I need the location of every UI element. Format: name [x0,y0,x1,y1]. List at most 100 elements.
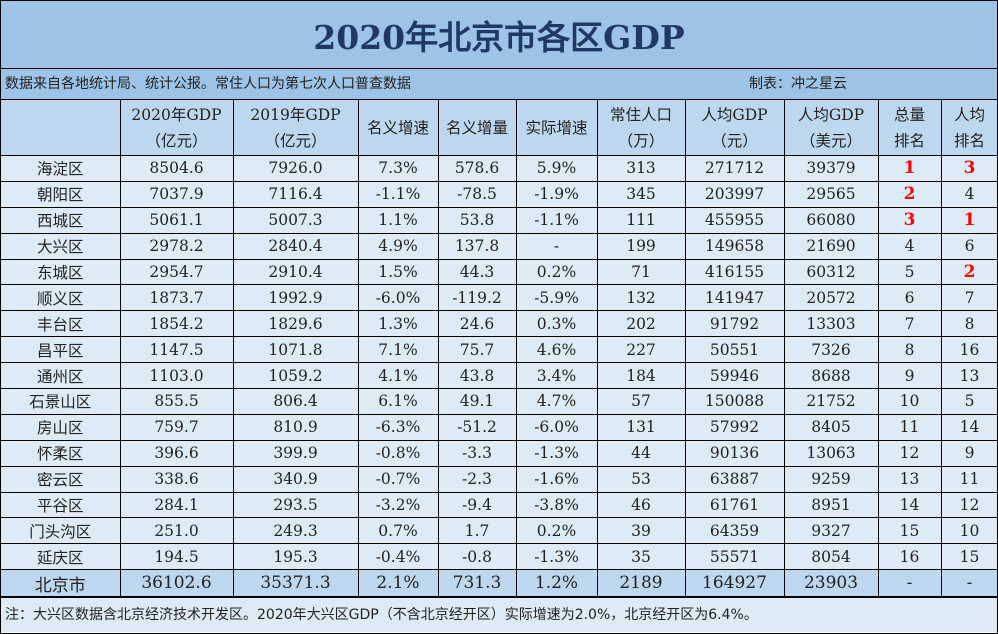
table-cell: 2910.4 [232,258,359,286]
table-cell: 137.8 [437,232,517,260]
table-row: 大兴区 2978.2 2840.4 4.9% 137.8-199 149658 21690 4… [1,232,997,260]
table-cell: 855.5 [119,388,234,415]
district-name: 顺义区 [1,284,121,312]
table-cell: 7326 [783,336,879,364]
column-header: 常住人口 （万） [596,100,686,156]
table-cell: 6 [940,232,997,260]
table-cell: -5.9% [515,284,598,312]
table-cell: 15 [877,517,942,545]
table-cell: 8688 [783,362,879,390]
table-cell: 345 [596,180,686,208]
table-cell: -0.8% [357,439,439,467]
table-cell: 199 [596,232,686,260]
table-cell: 6 [877,284,942,312]
table-cell: 8951 [783,491,879,519]
table-cell: -1.3% [515,439,598,467]
source-note: 数据来自各地统计局、统计公报。常住人口为第七次人口普查数据 [5,76,411,92]
district-name: 海淀区 [1,155,121,182]
table-cell: 8054 [783,543,879,571]
table-cell: 75.7 [437,336,517,364]
table-cell: 14 [877,491,942,519]
header-text: （亿元） [264,131,327,150]
table-cell: 806.4 [232,388,359,415]
table-cell: 8 [877,336,942,364]
table-cell: 399.9 [232,439,359,467]
header-text: 实际增速 [525,118,588,137]
table-cell: 1873.7 [119,284,234,312]
table-cell: 338.6 [119,465,234,493]
table-cell: -6.0% [515,413,598,441]
table-cell: 4.9% [357,232,439,260]
table-cell: 61761 [684,491,785,519]
district-name: 西城区 [1,206,121,234]
table-cell: 7926.0 [232,155,359,182]
district-name: 大兴区 [1,232,121,260]
table-cell: 0.7% [357,517,439,545]
table-cell: 13 [940,362,997,390]
table-cell: 9259 [783,465,879,493]
table-row: 顺义区 1873.7 1992.9 -6.0% -119.2 -5.9% 132 141947… [1,284,997,312]
table-cell: 15 [940,543,997,571]
table-cell: 1147.5 [119,336,234,364]
table-cell: 23903 [783,569,879,598]
header-text: （元） [711,131,758,150]
table-cell: 49.1 [437,388,517,415]
table-cell: 150088 [684,388,785,415]
table-cell: 20572 [783,284,879,312]
table-row: 怀柔区 396.6 399.9 -0.8% -3.3 -1.3% 44 90136 13063 1… [1,439,997,467]
table-cell: 194.5 [119,543,234,571]
table-cell: 53 [596,465,686,493]
table-cell: 11 [877,413,942,441]
table-cell: 1.5% [357,258,439,286]
table-cell: 14 [940,413,997,441]
table-cell: -6.3% [357,413,439,441]
table-cell: 340.9 [232,465,359,493]
table-cell: 396.6 [119,439,234,467]
table-cell: 2189 [596,569,686,598]
header-text: 名义增速 [366,118,429,137]
table-cell: 50551 [684,336,785,364]
table-cell: 64359 [684,517,785,545]
table-cell: 1.2% [515,569,598,598]
district-name: 通州区 [1,362,121,390]
table-cell: -3.2% [357,491,439,519]
district-name: 房山区 [1,413,121,441]
table-cell: 60312 [783,258,879,286]
table-cell: 4.6% [515,336,598,364]
table-cell: 39379 [783,155,879,182]
table-cell: 0.2% [515,258,598,286]
table-cell: 271712 [684,155,785,182]
header-text: 名义增量 [445,118,508,137]
table-cell: 71 [596,258,686,286]
header-text: 排名 [953,131,985,150]
table-cell: 111 [596,206,686,234]
table-cell: 57992 [684,413,785,441]
column-header: 名义增量 [437,100,517,156]
table-cell: 57 [596,388,686,415]
table-cell: 16 [940,336,997,364]
table-cell: 1103.0 [119,362,234,390]
table-cell: -0.4% [357,543,439,571]
table-cell: 5 [877,258,942,286]
header-text: （万） [617,131,665,150]
table-row: 东城区 2954.7 2910.4 1.5% 44.3 0.2% 71 416155 60312… [1,258,997,286]
table-row: 平谷区 284.1 293.5 -3.2% -9.4 -3.8% 46 61761 8951 14… [1,491,997,519]
table-cell: 35371.3 [232,569,359,598]
table-cell: 4.1% [357,362,439,390]
table-cell: 141947 [684,284,785,312]
column-header: 2020年GDP （亿元） [119,100,234,156]
table-cell: 227 [596,336,686,364]
table-cell: 90136 [684,439,785,467]
table-cell: 9 [940,439,997,467]
table-cell: 21690 [783,232,879,260]
table-cell: 164927 [684,569,785,598]
table-cell: 13 [877,465,942,493]
table-cell: -1.1% [515,206,598,234]
table-cell: 4 [940,180,997,208]
header-text: 人均GDP [701,105,768,124]
column-header [1,100,121,156]
table-cell: 578.6 [437,155,517,182]
table-cell: 203997 [684,180,785,208]
table-cell: -6.0% [357,284,439,312]
